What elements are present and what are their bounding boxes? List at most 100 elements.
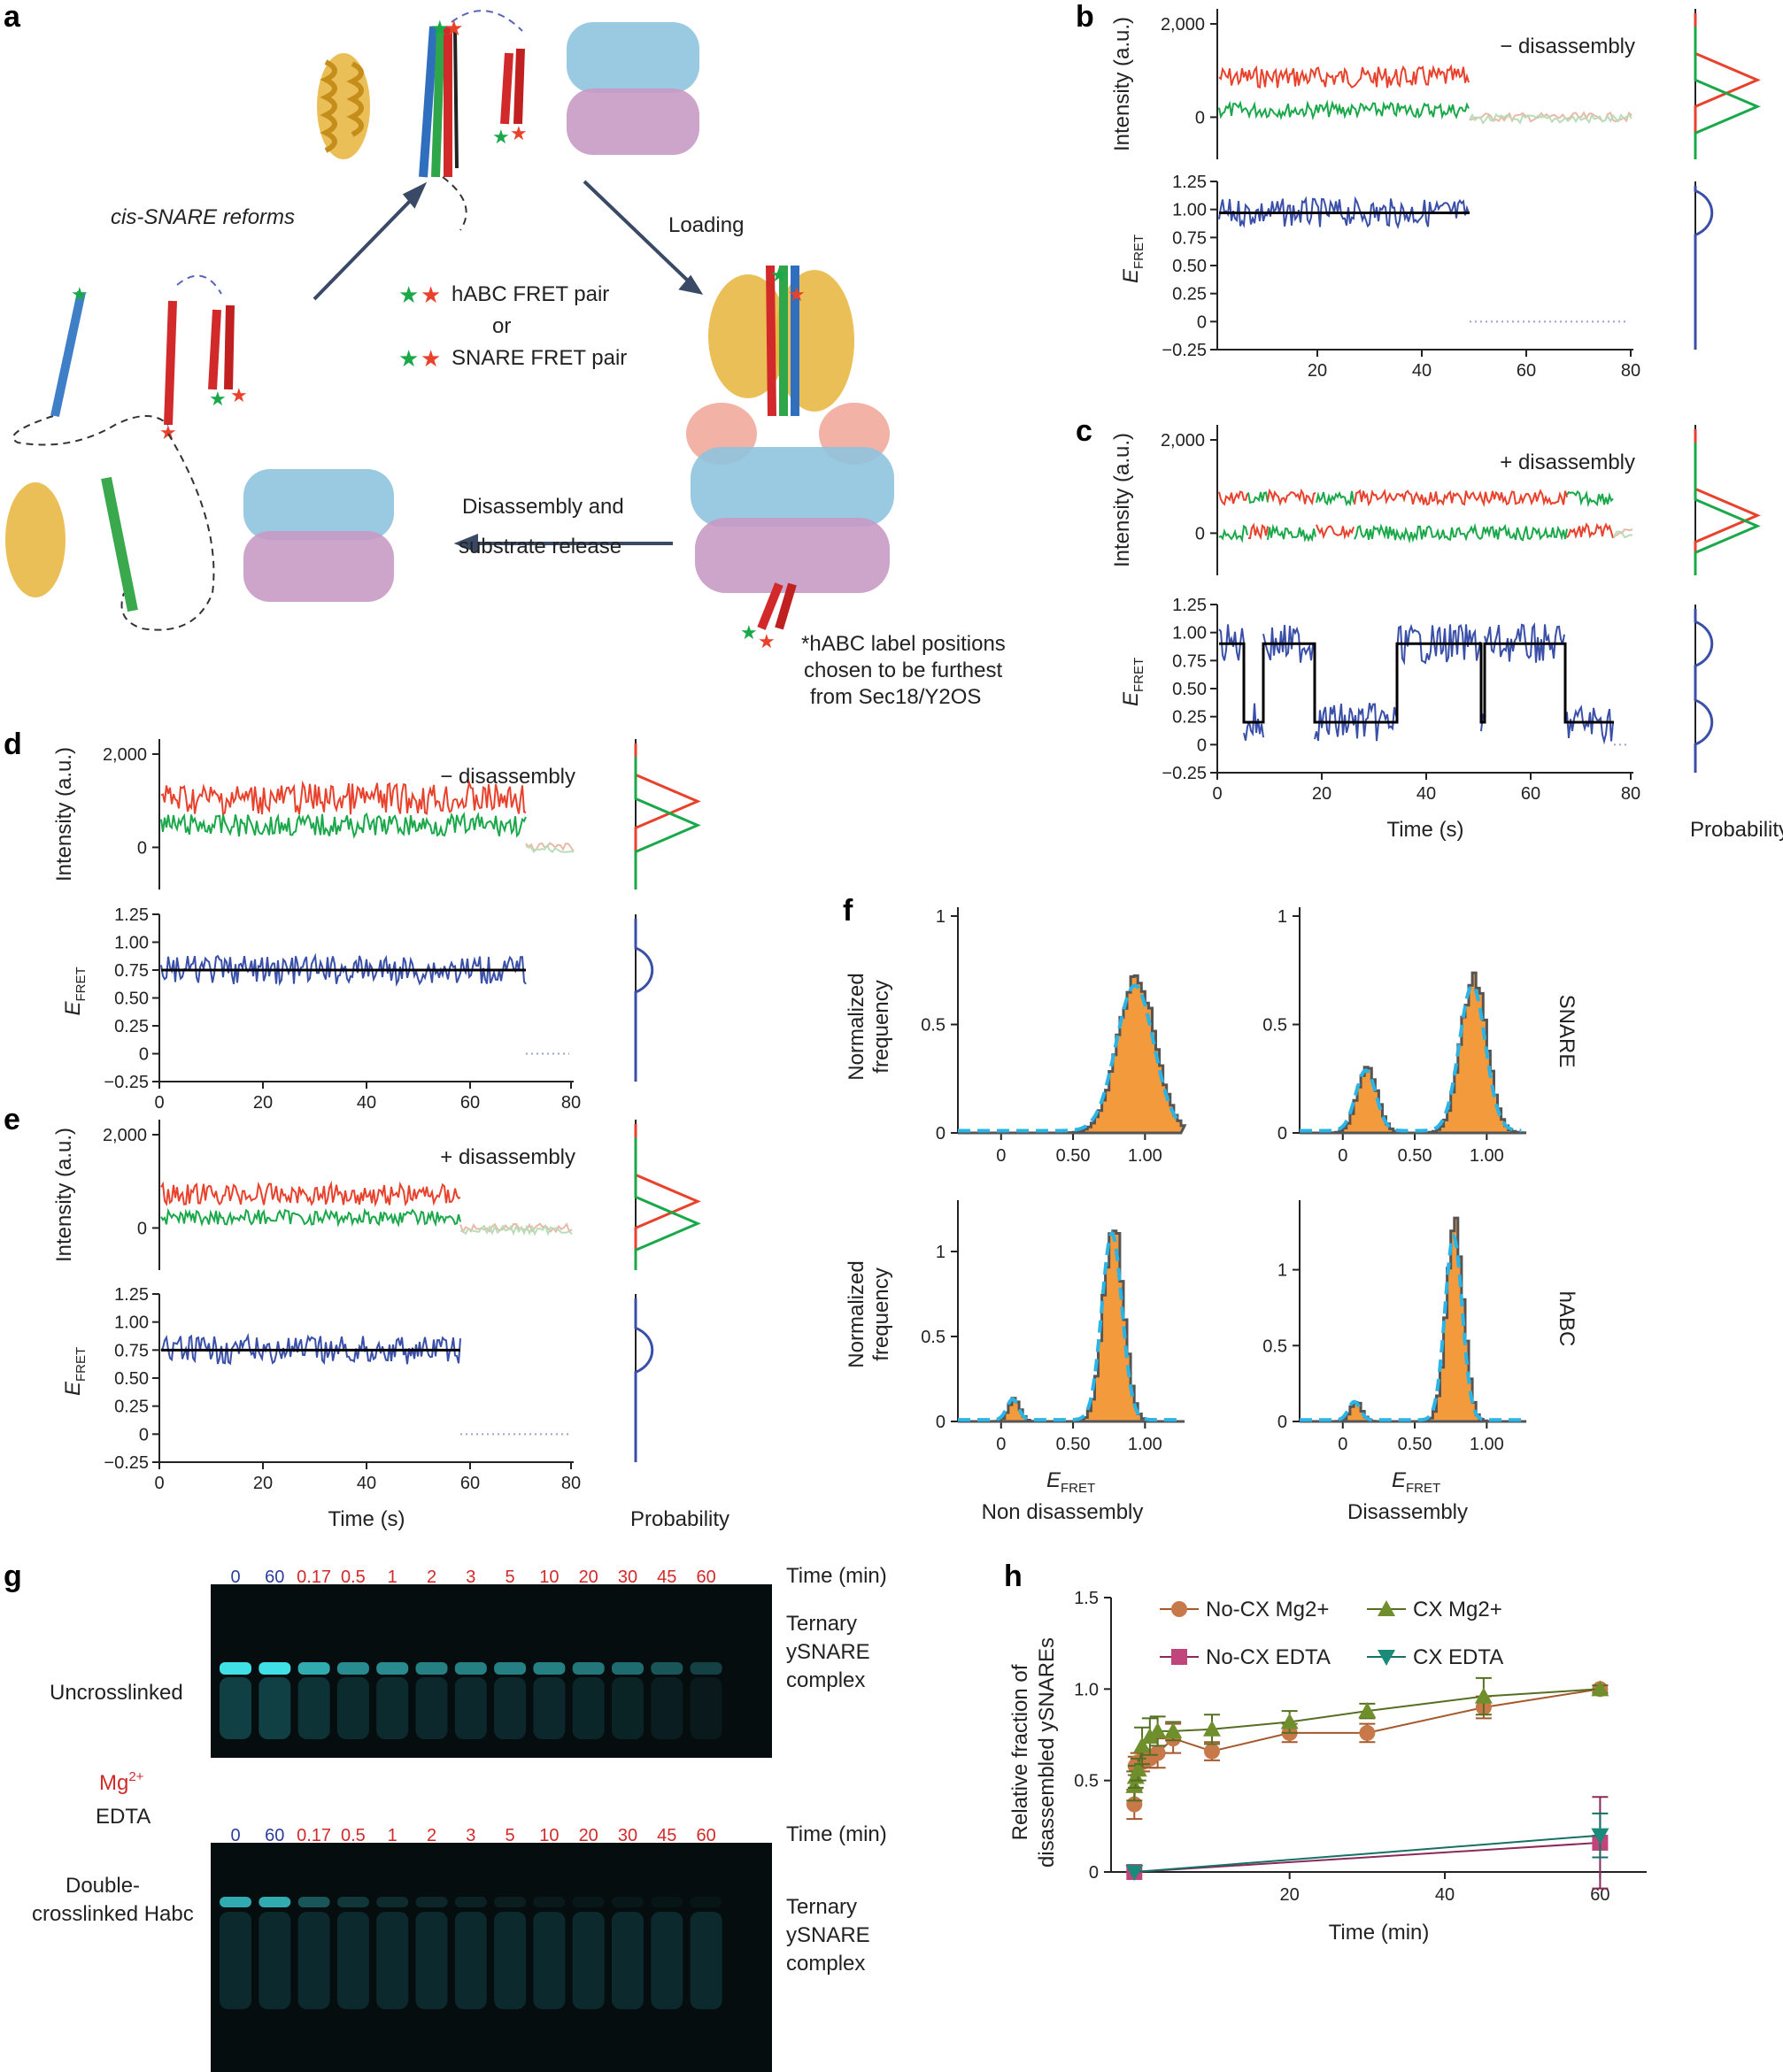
data-point	[1129, 1760, 1147, 1777]
x-tick-label: 60	[1517, 361, 1536, 381]
sec18-illustration-bottom	[243, 469, 394, 602]
y-tick-label: 1.0	[1074, 1680, 1099, 1699]
x-tick-label: 0.50	[1056, 1435, 1091, 1454]
gel-bands	[220, 1662, 722, 2009]
f-ylabel-2: frequency	[869, 980, 893, 1073]
panel-c-traces: 2,000 0 Intensity (a.u.) + disassembly 1.25 1…	[1110, 425, 1783, 842]
gel-uncrosslinked	[211, 1584, 772, 1758]
data-point	[1148, 1722, 1167, 1738]
x-tick-label: 80	[1621, 361, 1640, 381]
data-point	[1149, 1745, 1166, 1761]
condition-label: + disassembly	[1500, 451, 1635, 474]
y-tick-label: 0.5	[921, 1016, 946, 1036]
f-xlabel-efret: EFRET	[1392, 1468, 1440, 1496]
x-tick-label: 0	[154, 1093, 164, 1113]
gaussian-fit	[958, 983, 1181, 1133]
x-tick-label: 0	[996, 1435, 1006, 1454]
x-tick-label: 60	[1590, 1885, 1609, 1905]
efret-trace	[1314, 703, 1397, 742]
intensity-axis-label: Intensity (a.u.)	[52, 1128, 76, 1262]
cis-snare-illustration: ★ ★ ★ ★	[419, 10, 528, 231]
f-column-label: Non disassembly	[982, 1500, 1144, 1524]
y-tick-label: 0.50	[1172, 680, 1207, 699]
x-tick-label: 40	[357, 1093, 376, 1113]
data-point	[1125, 1865, 1144, 1881]
disassembly-label-1: Disassembly and	[462, 495, 624, 519]
gel-lane-label: 0.17	[297, 1567, 331, 1587]
data-point	[1133, 1737, 1152, 1753]
y-tick-label: 0.50	[114, 990, 149, 1009]
gel-band	[572, 1662, 605, 1675]
gel-smear	[336, 1677, 369, 1739]
gel-band	[336, 1662, 369, 1675]
post-bleach-trace	[1613, 528, 1633, 537]
x-tick-label: 60	[460, 1474, 480, 1493]
acceptor-trace	[1566, 522, 1614, 539]
gel-band	[612, 1897, 644, 1907]
gel-band	[220, 1897, 251, 1907]
star-icon: ★	[421, 281, 441, 308]
gel-smear	[572, 1912, 605, 2009]
series-1	[1125, 1676, 1609, 1802]
gel-lane-label: 2	[427, 1826, 436, 1845]
histogram-bars	[1300, 1216, 1527, 1423]
star-icon: ★	[770, 264, 788, 286]
y-tick-label: 0.5	[1262, 1016, 1287, 1036]
intensity-axis-label: Intensity (a.u.)	[1110, 17, 1134, 151]
footnote-line2: chosen to be furthest	[804, 659, 1002, 682]
gel-smear	[454, 1677, 487, 1739]
y-tick-label: 0	[1197, 736, 1207, 755]
legend-label: No-CX Mg2+	[1206, 1598, 1329, 1621]
donor-trace	[1267, 523, 1316, 543]
legend-marker	[1378, 1650, 1395, 1666]
y-tick-label: −0.25	[104, 1073, 149, 1092]
gel-band	[651, 1662, 683, 1675]
histogram-bars	[958, 974, 1187, 1135]
y-tick-label: 2,000	[1161, 431, 1205, 451]
gel-band	[220, 1662, 251, 1675]
gel-lane-label: 3	[466, 1826, 475, 1845]
gel-band	[259, 1662, 291, 1675]
gel-lane-label: 20	[579, 1567, 598, 1587]
f-xlabel-efret: EFRET	[1046, 1468, 1095, 1496]
y-tick-label: 0	[139, 1045, 149, 1065]
acceptor-distribution	[1694, 13, 1761, 159]
y-tick-label: 0.5	[921, 1328, 946, 1347]
donor-distribution	[1694, 27, 1761, 159]
condition-label: + disassembly	[440, 1145, 575, 1169]
gel-band	[336, 1897, 369, 1907]
x-tick-label: 20	[253, 1093, 273, 1113]
y-tick-label: −0.25	[1162, 764, 1207, 783]
panel-a-schematic: ★ ★ ★ ★ cis-SNARE reforms Loading ★ ★ hA…	[5, 10, 1006, 709]
gel-band	[297, 1897, 330, 1907]
x-tick-label: 60	[460, 1093, 480, 1113]
y-tick-label: 1	[936, 1243, 946, 1262]
series-2	[1126, 1796, 1609, 1890]
y-tick-label: 0.75	[1172, 651, 1207, 671]
x-tick-label: 0.50	[1398, 1146, 1432, 1166]
panel-label-f: f	[843, 894, 853, 928]
acceptor-trace	[1354, 489, 1568, 508]
gel-lane-label: 1	[388, 1567, 398, 1587]
panel-b-traces: 2,000 0 Intensity (a.u.) − disassembly 1.25 1…	[1110, 9, 1761, 381]
donor-trace	[160, 1207, 461, 1228]
legend-marker	[1171, 1649, 1187, 1665]
y-tick-label: 0	[1089, 1863, 1099, 1883]
data-point	[1591, 1828, 1609, 1845]
gel-smear	[612, 1677, 644, 1739]
time-axis-label: Time (s)	[1386, 818, 1463, 842]
gel-row-uncrosslinked: Uncrosslinked	[50, 1681, 183, 1705]
acceptor-trace	[1316, 524, 1355, 541]
efret-distribution	[634, 1298, 654, 1462]
gel-smear	[220, 1677, 251, 1739]
histogram-bars	[958, 1229, 1185, 1423]
legend-habc-pair: hABC FRET pair	[452, 282, 609, 306]
y-tick-label: 0	[137, 1219, 147, 1238]
panel-label-h: h	[1004, 1560, 1023, 1593]
donor-trace	[1354, 522, 1568, 544]
intensity-axis-label: Intensity (a.u.)	[52, 747, 76, 882]
star-icon: ★	[758, 630, 776, 652]
gel-lane-label: 5	[506, 1567, 515, 1587]
gel-band	[690, 1897, 722, 1907]
